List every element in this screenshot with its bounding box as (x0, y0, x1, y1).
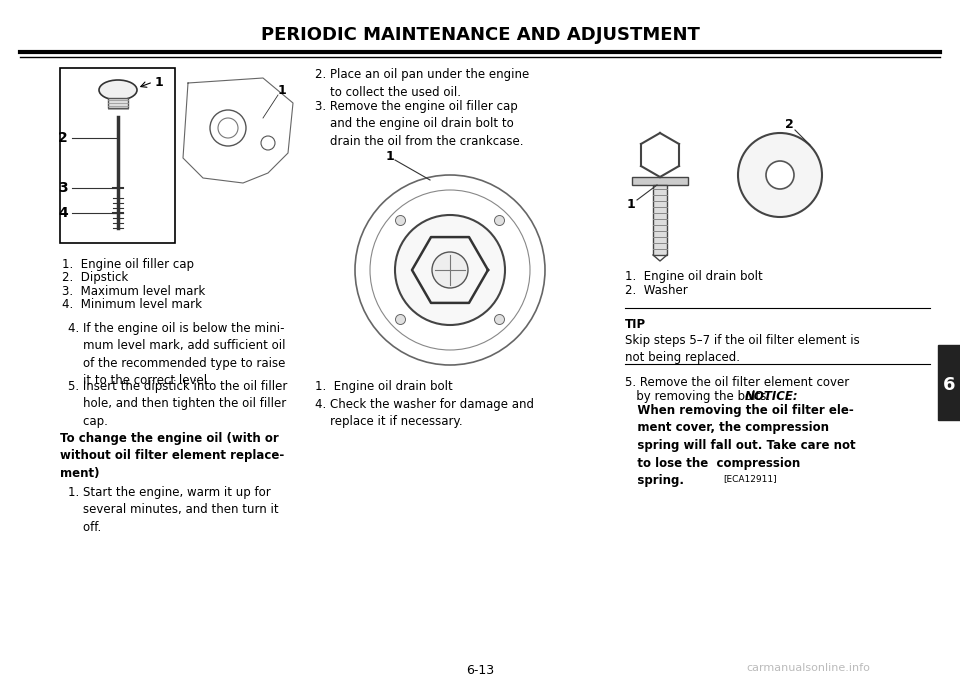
Text: When removing the oil filter ele-
   ment cover, the compression
   spring will : When removing the oil filter ele- ment c… (625, 404, 855, 487)
Text: [ECA12911]: [ECA12911] (723, 474, 777, 483)
Text: 1.  Engine oil drain bolt: 1. Engine oil drain bolt (625, 270, 763, 283)
Text: 4. Check the washer for damage and
    replace it if necessary.: 4. Check the washer for damage and repla… (315, 398, 534, 428)
Text: 3.  Maximum level mark: 3. Maximum level mark (62, 285, 205, 298)
Bar (653, 185, 667, 255)
Text: 2: 2 (59, 131, 68, 145)
Text: carmanualsonline.info: carmanualsonline.info (746, 663, 870, 673)
Circle shape (396, 215, 405, 225)
Text: NOTICE:: NOTICE: (745, 390, 799, 403)
Circle shape (432, 252, 468, 288)
Text: 5. Insert the dipstick into the oil filler
    hole, and then tighten the oil fi: 5. Insert the dipstick into the oil fill… (68, 380, 287, 428)
Text: TIP: TIP (625, 318, 646, 331)
Bar (60, 68, 175, 243)
Text: 1: 1 (627, 198, 636, 211)
Text: 1. Start the engine, warm it up for
    several minutes, and then turn it
    of: 1. Start the engine, warm it up for seve… (68, 486, 278, 534)
Text: 2. Place an oil pan under the engine
    to collect the used oil.: 2. Place an oil pan under the engine to … (315, 68, 529, 98)
Bar (632, 177, 688, 185)
Circle shape (396, 314, 405, 325)
Circle shape (494, 314, 505, 325)
Text: 3: 3 (59, 181, 68, 195)
Bar (108, 98, 128, 108)
Text: 6-13: 6-13 (466, 663, 494, 676)
Text: 4. If the engine oil is below the mini-
    mum level mark, add sufficient oil
 : 4. If the engine oil is below the mini- … (68, 322, 285, 388)
Text: 2: 2 (785, 119, 794, 132)
Text: 5. Remove the oil filter element cover: 5. Remove the oil filter element cover (625, 376, 850, 389)
Text: 6: 6 (943, 376, 955, 394)
Text: by removing the bolts.: by removing the bolts. (625, 390, 778, 403)
Text: 4.  Minimum level mark: 4. Minimum level mark (62, 299, 202, 312)
Text: 1.  Engine oil drain bolt: 1. Engine oil drain bolt (315, 380, 453, 393)
Ellipse shape (738, 133, 822, 217)
Ellipse shape (766, 161, 794, 189)
Text: 2.  Dipstick: 2. Dipstick (62, 272, 129, 285)
Text: 1: 1 (278, 84, 287, 98)
Circle shape (395, 215, 505, 325)
Text: 1: 1 (155, 75, 164, 88)
Text: 1: 1 (386, 151, 395, 164)
Text: To change the engine oil (with or
without oil filter element replace-
ment): To change the engine oil (with or withou… (60, 432, 284, 480)
Text: 3. Remove the engine oil filler cap
    and the engine oil drain bolt to
    dra: 3. Remove the engine oil filler cap and … (315, 100, 523, 148)
Bar (938, 345, 960, 420)
Text: 1.  Engine oil filler cap: 1. Engine oil filler cap (62, 258, 194, 271)
Text: Skip steps 5–7 if the oil filter element is
not being replaced.: Skip steps 5–7 if the oil filter element… (625, 334, 860, 365)
Circle shape (494, 215, 505, 225)
Text: PERIODIC MAINTENANCE AND ADJUSTMENT: PERIODIC MAINTENANCE AND ADJUSTMENT (260, 26, 700, 44)
Text: 4: 4 (59, 206, 68, 220)
Text: 2.  Washer: 2. Washer (625, 284, 687, 297)
Ellipse shape (99, 80, 137, 100)
